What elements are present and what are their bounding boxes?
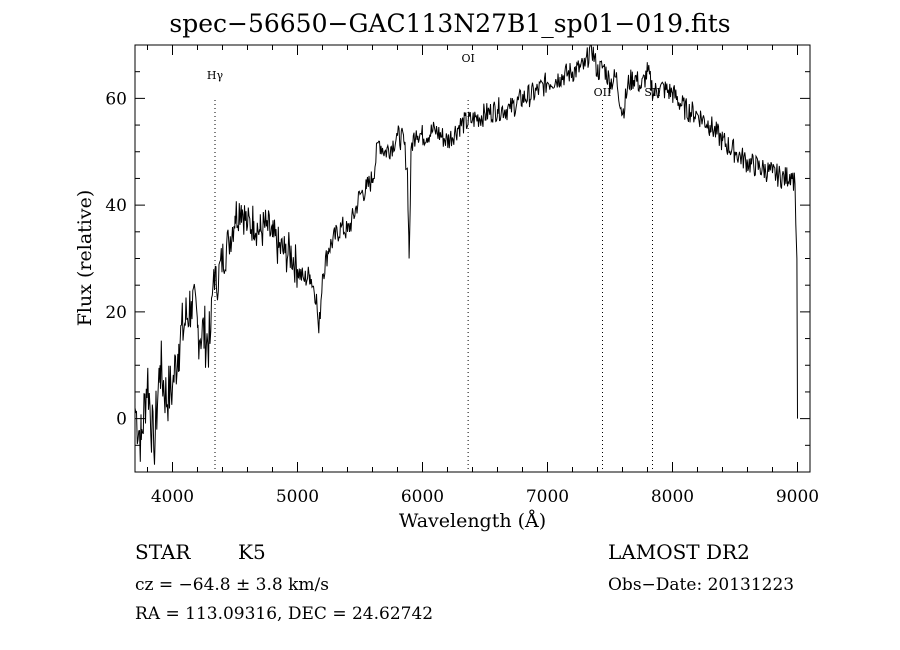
- y-axis-label: Flux (relative): [74, 189, 96, 327]
- line-marker-label: OII: [594, 86, 612, 99]
- redshift-cz: cz = −64.8 ± 3.8 km/s: [135, 575, 329, 595]
- x-tick-label: 6000: [401, 487, 444, 507]
- x-tick-label: 4000: [151, 487, 194, 507]
- x-tick-label: 8000: [651, 487, 694, 507]
- spectrum-line: [134, 44, 798, 465]
- survey-name: LAMOST DR2: [608, 540, 750, 564]
- y-tick-label: 20: [105, 303, 127, 323]
- y-tick-label: 0: [116, 410, 127, 430]
- x-tick-label: 9000: [776, 487, 819, 507]
- line-marker-label: OI: [461, 52, 474, 65]
- x-tick-labels: 4000 5000 6000 7000 8000 9000: [151, 487, 819, 507]
- y-tick-labels: 0 20 40 60: [105, 89, 127, 429]
- chart-title: spec−56650−GAC113N27B1_sp01−019.fits: [169, 9, 731, 38]
- object-class: STAR: [135, 540, 191, 564]
- object-subclass: K5: [238, 540, 266, 564]
- plot-frame: [134, 44, 811, 473]
- line-marker-label: Hγ: [207, 69, 224, 82]
- y-tick-label: 40: [105, 196, 127, 216]
- x-tick-label: 7000: [526, 487, 569, 507]
- x-axis-label: Wavelength (Å): [398, 510, 547, 532]
- x-tick-label: 5000: [276, 487, 319, 507]
- axis-ticks: [135, 44, 810, 473]
- observation-date: Obs−Date: 20131223: [608, 575, 795, 595]
- y-tick-label: 60: [105, 89, 127, 109]
- coordinates: RA = 113.09316, DEC = 24.62742: [135, 604, 434, 624]
